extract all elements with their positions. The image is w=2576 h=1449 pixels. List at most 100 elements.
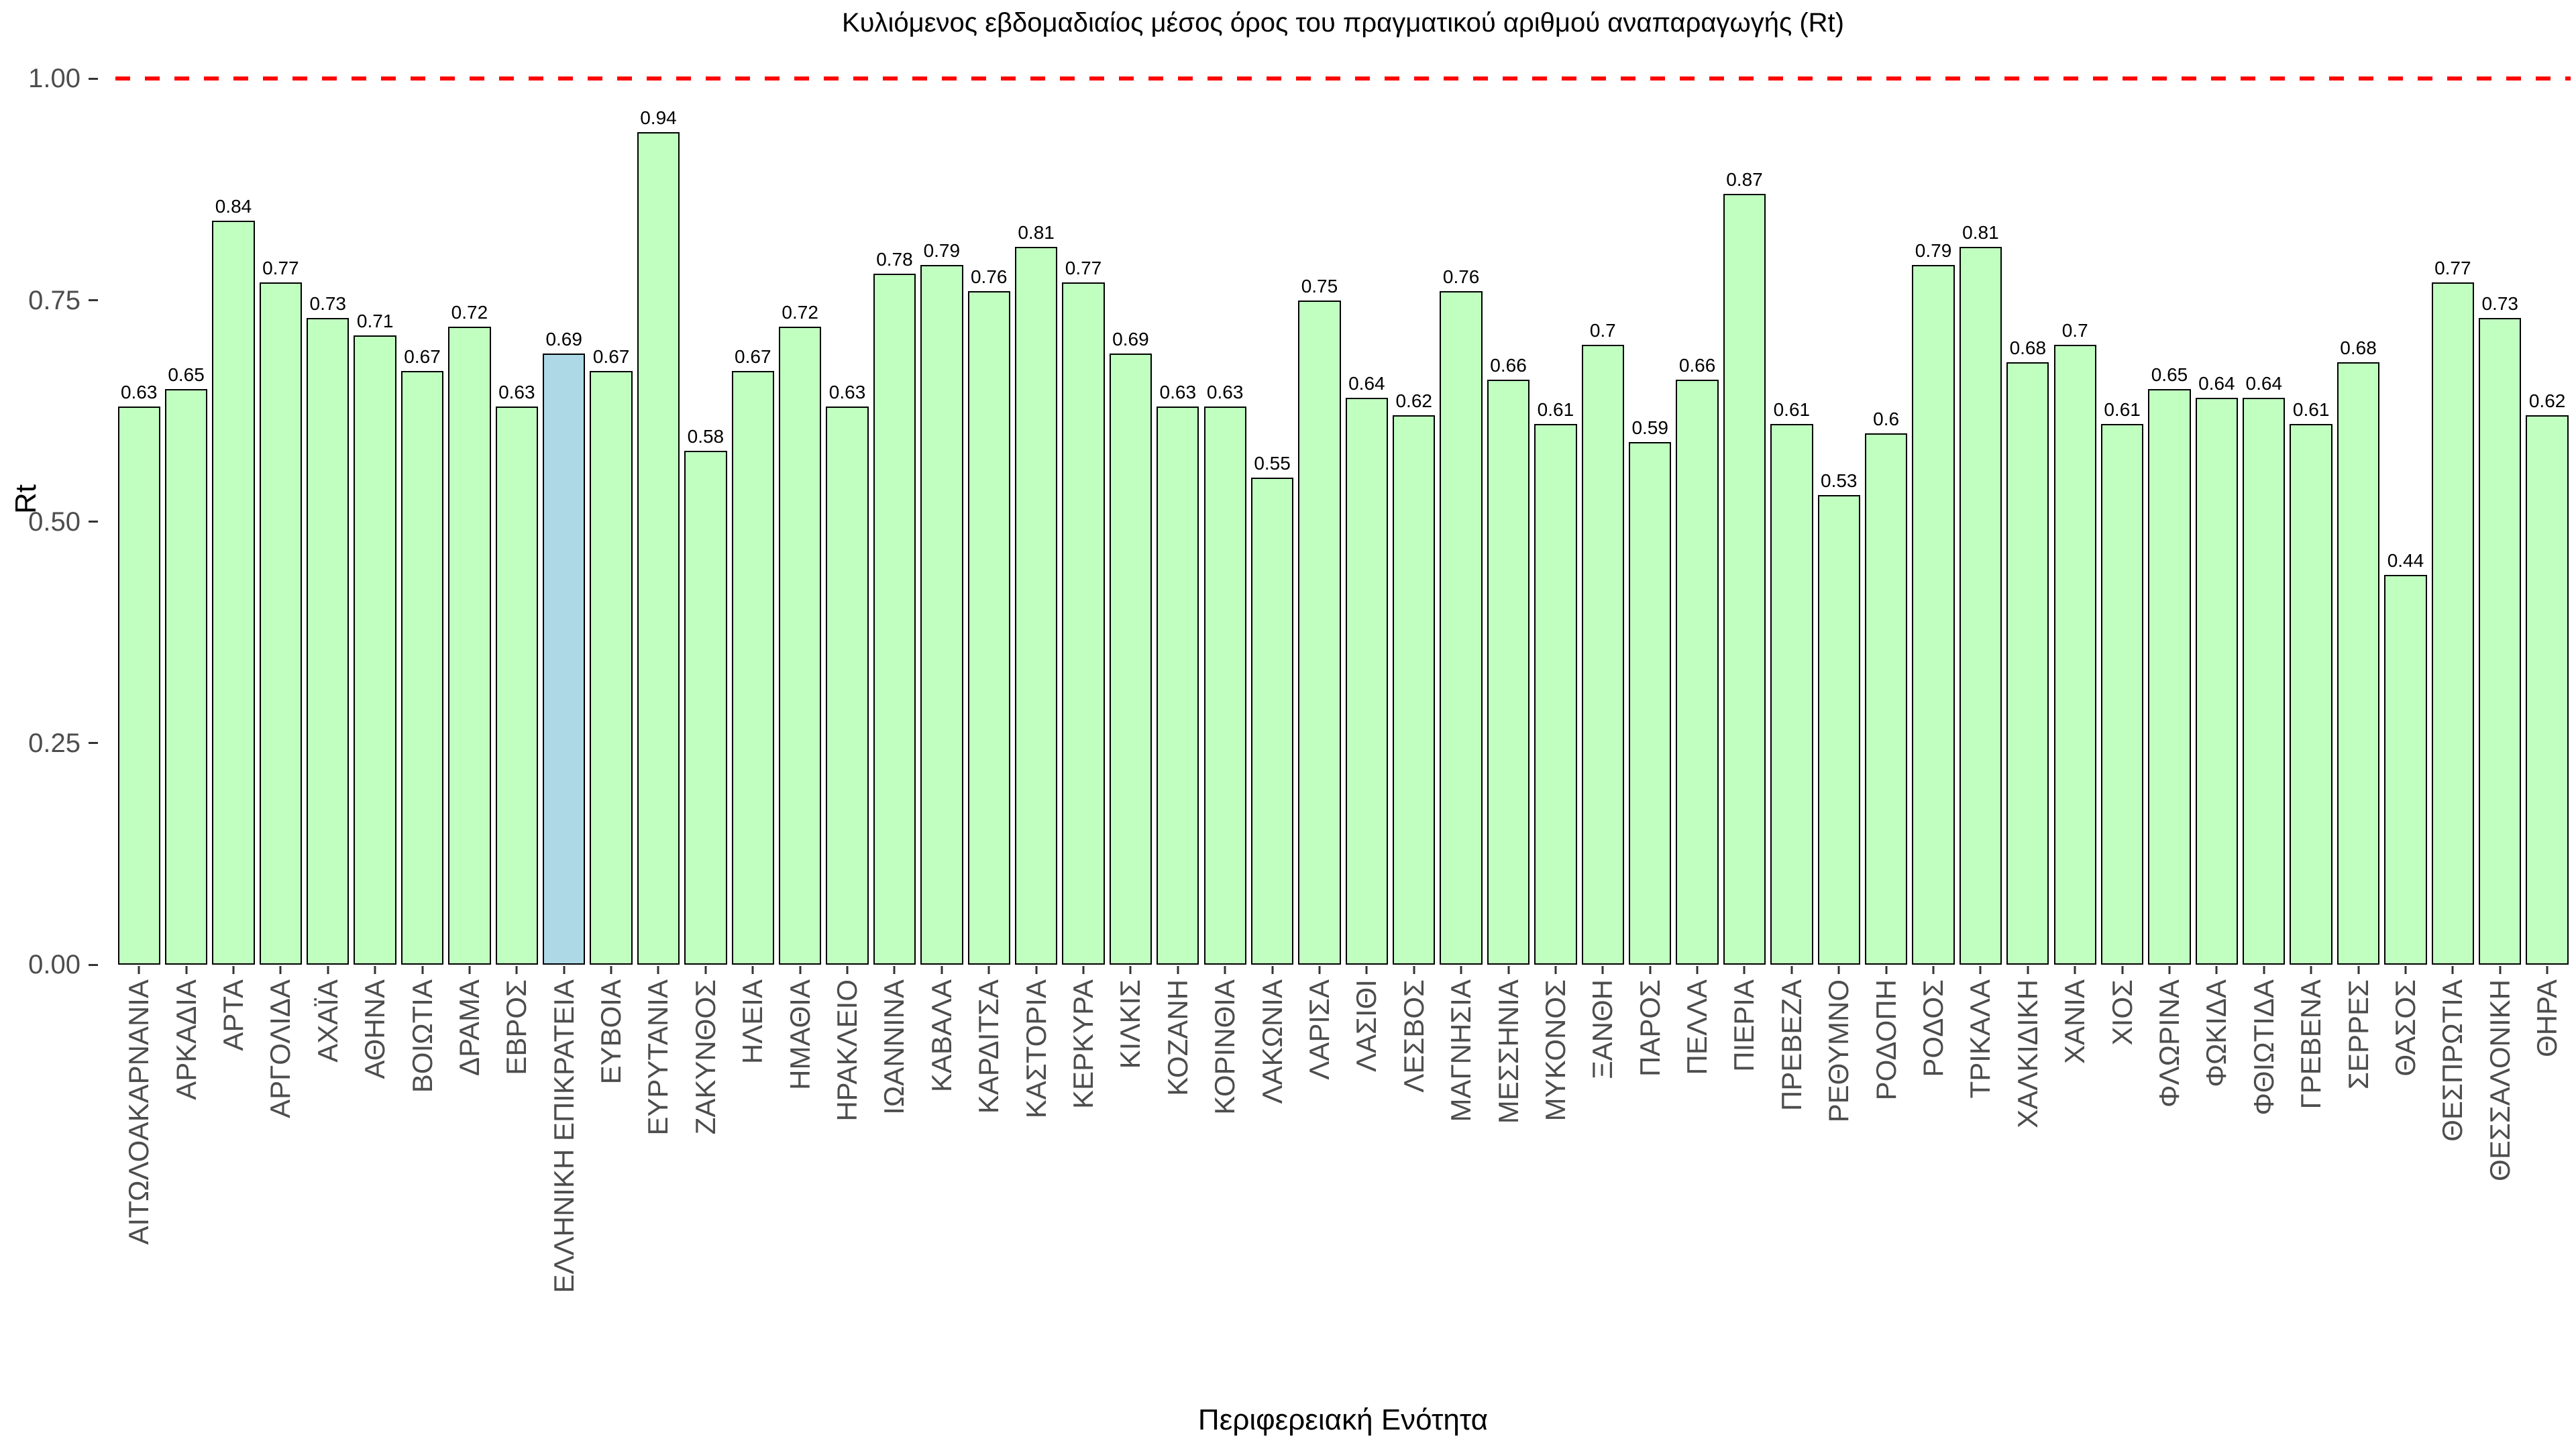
- bar-value-label: 0.72: [451, 302, 488, 323]
- x-tick-label: ΕΒΡΟΣ: [500, 979, 533, 1075]
- bar: [1770, 424, 1813, 965]
- bar-value-label: 0.66: [1490, 355, 1527, 376]
- x-cell: ΡΕΘΥΜΝΟ: [1815, 965, 1862, 1394]
- x-cell: ΡΟΔΟΣ: [1910, 965, 1957, 1394]
- x-tick-mark: [846, 966, 849, 974]
- x-tick-mark: [941, 966, 943, 974]
- bar: [1912, 264, 1955, 965]
- x-cell: ΠΑΡΟΣ: [1627, 965, 1674, 1394]
- x-cell: ΦΘΙΩΤΙΔΑ: [2241, 965, 2288, 1394]
- bar-cell: 0.68: [2004, 64, 2051, 965]
- bar: [164, 388, 208, 965]
- bar-cell: 0.66: [1485, 64, 1532, 965]
- bar: [1298, 300, 1341, 965]
- bar-value-label: 0.77: [262, 258, 299, 279]
- x-tick-label: ΠΕΛΛΑ: [1681, 979, 1713, 1075]
- x-cell: ΑΡΚΑΔΙΑ: [162, 965, 209, 1394]
- bar: [212, 220, 255, 965]
- x-tick-mark: [1365, 966, 1368, 974]
- bar-value-label: 0.64: [1348, 372, 1385, 394]
- bar: [1203, 407, 1246, 965]
- x-tick-label: ΙΩΑΝΝΙΝΑ: [878, 979, 910, 1115]
- x-tick-mark: [2215, 966, 2218, 974]
- x-tick-mark: [1271, 966, 1274, 974]
- x-tick-mark: [185, 966, 188, 974]
- x-tick-label: ΘΕΣΠΡΩΤΙΑ: [2436, 979, 2469, 1142]
- x-tick-mark: [1790, 966, 1793, 974]
- x-tick-label: ΛΕΣΒΟΣ: [1397, 979, 1430, 1093]
- bar-value-label: 0.75: [1301, 275, 1338, 297]
- x-tick-label: ΕΥΡΥΤΑΝΙΑ: [642, 979, 674, 1136]
- x-tick-label: ΚΑΒΑΛΑ: [925, 979, 957, 1093]
- x-tick-mark: [232, 966, 235, 974]
- bar: [1629, 441, 1672, 965]
- x-tick-label: ΦΘΙΩΤΙΔΑ: [2247, 979, 2279, 1116]
- x-tick-label: ΡΟΔΟΣ: [1917, 979, 1949, 1077]
- bar: [2243, 397, 2286, 965]
- x-cell: ΚΟΡΙΝΘΙΑ: [1201, 965, 1248, 1394]
- bar-cell: 0.59: [1627, 64, 1674, 965]
- x-tick-label: ΤΡΙΚΑΛΑ: [1964, 979, 1996, 1099]
- x-cell: ΚΑΣΤΟΡΙΑ: [1012, 965, 1059, 1394]
- bar-value-label: 0.69: [545, 328, 582, 350]
- bar-value-label: 0.73: [2481, 293, 2518, 314]
- bar-cell: 0.64: [2241, 64, 2288, 965]
- x-tick-label: ΧΑΛΚΙΔΙΚΗ: [2011, 979, 2043, 1128]
- bar-value-label: 0.76: [1442, 266, 1480, 288]
- bar-value-label: 0.69: [1112, 328, 1149, 350]
- x-tick-mark: [2404, 966, 2407, 974]
- x-tick-mark: [1554, 966, 1557, 974]
- x-tick-mark: [563, 966, 566, 974]
- bar-cell: 0.63: [824, 64, 871, 965]
- bar-cell: 0.69: [1107, 64, 1154, 965]
- x-tick-label: ΑΡΚΑΔΙΑ: [170, 979, 202, 1100]
- x-tick-label: ΘΑΣΟΣ: [2389, 979, 2421, 1077]
- x-tick-label: ΠΡΕΒΕΖΑ: [1775, 979, 1807, 1112]
- bar: [259, 282, 303, 965]
- bar: [1014, 247, 1058, 965]
- bar-cell: 0.75: [1296, 64, 1343, 965]
- bar: [2290, 424, 2332, 965]
- bar-cell: 0.67: [729, 64, 776, 965]
- x-axis: ΑΙΤΩΛΟΑΚΑΡΝΑΝΙΑ ΑΡΚΑΔΙΑ ΑΡΤΑ ΑΡΓΟΛΙΔΑ ΑΧΑΪΑ Α…: [115, 965, 2571, 1394]
- x-cell: ΜΑΓΝΗΣΙΑ: [1438, 965, 1485, 1394]
- x-cell: ΖΑΚΥΝΘΟΣ: [682, 965, 729, 1394]
- plot-area: 0.63 0.65 0.84 0.77 0.73 0.71 0.67 0.72 0.63 0.69…: [115, 64, 2571, 965]
- x-tick-mark: [1507, 966, 1510, 974]
- x-tick-label: ΛΑΚΩΝΙΑ: [1256, 979, 1288, 1104]
- x-cell: ΞΑΝΘΗ: [1579, 965, 1626, 1394]
- x-tick-mark: [2310, 966, 2312, 974]
- x-cell: ΜΕΣΣΗΝΙΑ: [1485, 965, 1532, 1394]
- x-tick-mark: [374, 966, 376, 974]
- x-tick-label: ΚΙΛΚΙΣ: [1114, 979, 1146, 1069]
- bar: [495, 407, 538, 965]
- chart-title: Κυλιόμενος εβδομαδιαίος μέσος όρος του π…: [841, 8, 1844, 38]
- x-tick-mark: [279, 966, 282, 974]
- x-tick-mark: [1979, 966, 1982, 974]
- x-tick-label: ΧΙΟΣ: [2106, 979, 2138, 1046]
- x-tick-mark: [2499, 966, 2502, 974]
- x-cell: ΦΛΩΡΙΝΑ: [2146, 965, 2193, 1394]
- x-tick-label: ΔΡΑΜΑ: [453, 979, 485, 1076]
- bar-cell: 0.94: [635, 64, 682, 965]
- x-tick-mark: [2121, 966, 2124, 974]
- x-tick-mark: [987, 966, 990, 974]
- bar: [2479, 318, 2522, 965]
- x-tick-label: ΠΑΡΟΣ: [1633, 979, 1666, 1077]
- x-cell: ΠΙΕΡΙΑ: [1721, 965, 1768, 1394]
- x-tick-mark: [1318, 966, 1321, 974]
- x-tick-mark: [421, 966, 424, 974]
- x-cell: ΚΑΒΑΛΑ: [918, 965, 965, 1394]
- bar: [307, 318, 350, 965]
- bar-value-label: 0.77: [2434, 258, 2471, 279]
- x-tick-mark: [1885, 966, 1888, 974]
- bar: [2148, 388, 2191, 965]
- bar: [1250, 477, 1294, 965]
- x-tick-mark: [1224, 966, 1226, 974]
- reference-line-rt-1: [115, 76, 2571, 81]
- x-tick-label: ΘΗΡΑ: [2531, 979, 2563, 1057]
- bar-cell: 0.73: [2477, 64, 2524, 965]
- bar-value-label: 0.63: [120, 382, 158, 403]
- bar-value-label: 0.63: [1159, 382, 1197, 403]
- bar-cell: 0.62: [1391, 64, 1438, 965]
